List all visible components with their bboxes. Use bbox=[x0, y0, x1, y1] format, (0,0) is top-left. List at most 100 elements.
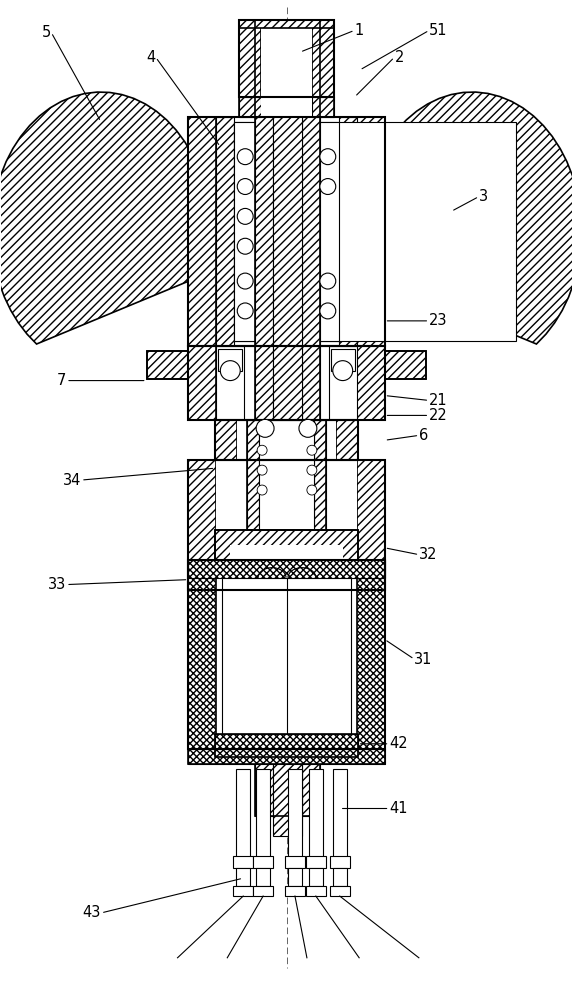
Bar bbox=[356, 117, 384, 346]
Bar bbox=[189, 117, 384, 346]
Bar bbox=[240, 20, 333, 97]
Bar bbox=[147, 351, 189, 379]
Text: 6: 6 bbox=[419, 428, 429, 443]
Bar bbox=[339, 117, 356, 346]
Circle shape bbox=[307, 485, 317, 495]
Bar bbox=[217, 117, 234, 346]
Circle shape bbox=[221, 361, 240, 381]
Text: 2: 2 bbox=[394, 50, 404, 65]
Bar bbox=[215, 530, 358, 560]
Bar bbox=[189, 560, 217, 749]
Circle shape bbox=[237, 208, 253, 224]
Bar bbox=[253, 886, 273, 896]
Bar bbox=[189, 460, 217, 590]
Text: 5: 5 bbox=[42, 25, 51, 40]
Polygon shape bbox=[0, 92, 210, 344]
Bar bbox=[189, 460, 384, 590]
Bar bbox=[189, 560, 384, 578]
Bar bbox=[331, 349, 355, 371]
Bar bbox=[302, 20, 320, 816]
Bar bbox=[240, 97, 261, 117]
Bar bbox=[240, 20, 261, 97]
Text: 3: 3 bbox=[479, 189, 488, 204]
Bar bbox=[253, 856, 273, 868]
Bar bbox=[247, 420, 326, 530]
Bar bbox=[234, 122, 516, 341]
Text: 42: 42 bbox=[390, 736, 408, 751]
Circle shape bbox=[237, 303, 253, 319]
Bar bbox=[147, 351, 189, 379]
Text: 7: 7 bbox=[57, 373, 66, 388]
Bar bbox=[236, 868, 250, 886]
Bar bbox=[256, 769, 270, 868]
Bar bbox=[234, 122, 256, 341]
Bar bbox=[247, 420, 259, 530]
Bar bbox=[217, 460, 356, 590]
Bar bbox=[215, 734, 358, 757]
Bar bbox=[384, 351, 426, 379]
Circle shape bbox=[307, 445, 317, 455]
Bar bbox=[256, 117, 317, 420]
Circle shape bbox=[257, 485, 267, 495]
Circle shape bbox=[237, 238, 253, 254]
Bar bbox=[255, 20, 273, 816]
Bar bbox=[261, 20, 312, 97]
Text: 1: 1 bbox=[355, 23, 364, 38]
Text: 51: 51 bbox=[429, 23, 448, 38]
Circle shape bbox=[237, 149, 253, 165]
Bar bbox=[333, 769, 347, 868]
Bar bbox=[256, 868, 270, 886]
Circle shape bbox=[257, 445, 267, 455]
Bar bbox=[306, 886, 326, 896]
Bar bbox=[356, 460, 384, 590]
Bar bbox=[215, 530, 358, 560]
Circle shape bbox=[333, 361, 352, 381]
Polygon shape bbox=[363, 92, 573, 344]
Bar bbox=[233, 886, 253, 896]
Circle shape bbox=[256, 419, 274, 437]
Bar bbox=[189, 346, 384, 420]
Text: 33: 33 bbox=[48, 577, 66, 592]
Bar bbox=[189, 749, 384, 764]
Bar bbox=[317, 122, 339, 341]
Circle shape bbox=[320, 179, 336, 194]
Bar bbox=[189, 117, 217, 346]
Circle shape bbox=[320, 273, 336, 289]
Bar bbox=[189, 560, 384, 749]
Bar bbox=[356, 346, 384, 420]
Bar bbox=[285, 886, 305, 896]
Bar bbox=[309, 868, 323, 886]
Bar bbox=[306, 856, 326, 868]
Circle shape bbox=[257, 465, 267, 475]
Bar bbox=[288, 769, 302, 868]
Circle shape bbox=[307, 465, 317, 475]
Bar bbox=[288, 868, 302, 886]
Text: 32: 32 bbox=[419, 547, 438, 562]
Bar bbox=[189, 749, 384, 764]
Bar bbox=[261, 97, 312, 117]
Text: 31: 31 bbox=[414, 652, 433, 667]
Bar bbox=[312, 20, 333, 97]
Circle shape bbox=[320, 303, 336, 319]
Bar bbox=[333, 868, 347, 886]
Bar bbox=[336, 420, 358, 460]
Bar bbox=[230, 545, 343, 560]
Bar bbox=[314, 420, 326, 530]
Text: 4: 4 bbox=[146, 50, 156, 65]
Bar bbox=[240, 97, 333, 117]
Bar bbox=[330, 856, 350, 868]
Bar bbox=[356, 560, 384, 749]
Circle shape bbox=[237, 179, 253, 194]
Bar bbox=[273, 20, 302, 836]
Bar bbox=[236, 769, 250, 868]
Bar bbox=[189, 346, 217, 420]
Text: 43: 43 bbox=[83, 905, 101, 920]
Bar bbox=[215, 420, 237, 460]
Bar bbox=[259, 420, 314, 530]
Bar bbox=[329, 346, 356, 420]
Bar bbox=[330, 886, 350, 896]
Bar bbox=[285, 856, 305, 868]
Circle shape bbox=[237, 273, 253, 289]
Text: 21: 21 bbox=[429, 393, 448, 408]
Circle shape bbox=[299, 419, 317, 437]
